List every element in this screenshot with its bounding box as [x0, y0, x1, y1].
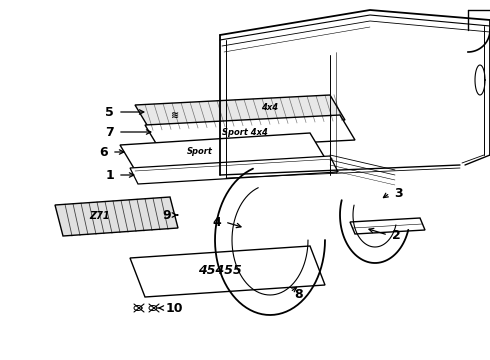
Text: ≋: ≋ [171, 111, 179, 121]
Text: 5: 5 [105, 105, 114, 118]
Polygon shape [350, 218, 425, 234]
Polygon shape [135, 95, 345, 130]
Polygon shape [130, 246, 325, 297]
Text: 7: 7 [105, 126, 114, 139]
Text: 1: 1 [105, 168, 114, 181]
Text: 4: 4 [212, 216, 221, 229]
Text: 4x4: 4x4 [262, 103, 278, 112]
Text: Sport: Sport [187, 147, 213, 156]
Text: 6: 6 [99, 145, 108, 158]
Text: 2: 2 [392, 229, 401, 242]
Polygon shape [130, 156, 338, 184]
Polygon shape [145, 115, 355, 150]
Text: Sport 4x4: Sport 4x4 [222, 127, 268, 136]
Text: 3: 3 [394, 186, 403, 199]
Text: 8: 8 [294, 288, 303, 302]
Text: Z71: Z71 [90, 211, 110, 221]
Text: 10: 10 [166, 302, 183, 315]
Polygon shape [55, 197, 178, 236]
Text: 45455: 45455 [198, 265, 242, 278]
Text: 9: 9 [162, 208, 171, 221]
Polygon shape [120, 133, 325, 170]
